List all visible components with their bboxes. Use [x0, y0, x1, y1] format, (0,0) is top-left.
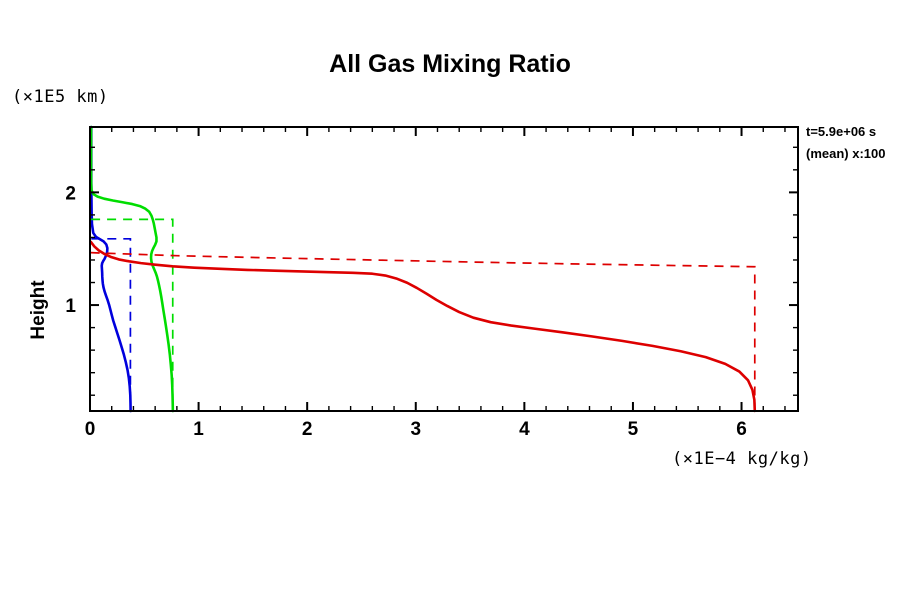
tick-label-layer: 0 1 2 3 4 5 6 1 2 — [65, 183, 746, 440]
gas-blue-reference — [91, 237, 132, 411]
series-layer — [89, 125, 757, 413]
y-axis-tick-label: 2 — [65, 183, 76, 204]
x-axis-tick-label: 1 — [193, 419, 204, 440]
plot-area: 0 1 2 3 4 5 6 1 2 — [65, 125, 799, 440]
x-axis-tick-label: 6 — [736, 419, 747, 440]
x-axis-tick-label: 4 — [519, 419, 530, 440]
x-axis-tick-label: 5 — [628, 419, 639, 440]
gas-green-reference — [91, 218, 174, 411]
y-axis-unit-label: (×1E5 km) — [12, 87, 109, 107]
x-axis-tick-label: 2 — [302, 419, 313, 440]
page-title: All Gas Mixing Ratio — [329, 50, 571, 78]
gas-red-reference — [90, 251, 756, 411]
annotation-mean: (mean) x:100 — [806, 146, 885, 161]
axis-layer — [89, 126, 799, 412]
annotation-time: t=5.9e+06 s — [806, 124, 876, 139]
x-axis-unit-label: (×1E−4 kg/kg) — [672, 449, 812, 469]
y-axis-tick-label: 1 — [65, 296, 76, 317]
gas-red-profile — [89, 240, 757, 413]
gas-green-profile — [89, 125, 175, 413]
plot-frame — [89, 126, 799, 412]
x-axis-tick-label: 0 — [85, 419, 96, 440]
y-axis-title: Height — [28, 280, 49, 340]
x-axis-tick-label: 3 — [410, 419, 421, 440]
